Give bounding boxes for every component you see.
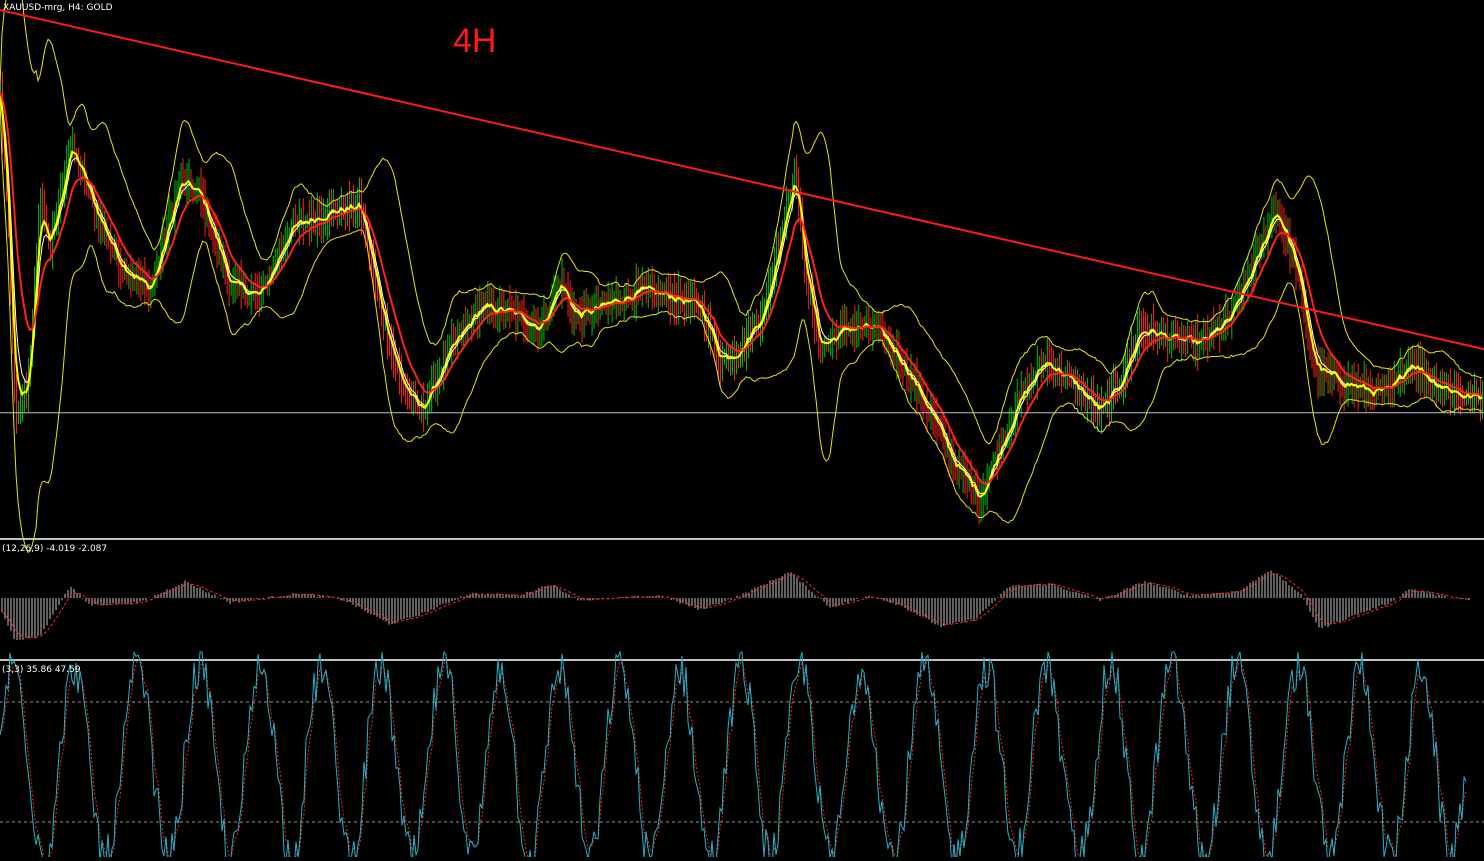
macd-label: (12,26,9) -4.019 -2.087 xyxy=(2,544,108,554)
bollinger-lower xyxy=(0,98,1483,554)
stochastic-label: (3,3) 35.86 47.59 xyxy=(2,665,81,675)
macd-signal-line xyxy=(1,573,1470,639)
stoch-main-line xyxy=(0,650,1467,861)
ma-yellow xyxy=(0,92,1483,498)
bollinger-upper xyxy=(0,0,1483,445)
timeframe-annotation: 4H xyxy=(453,22,497,60)
resistance-trendline xyxy=(0,9,1484,351)
stoch-signal-line xyxy=(0,656,1467,861)
symbol-label: XAUUSD-mrg, H4: GOLD xyxy=(3,3,113,13)
macd-histogram xyxy=(1,570,1470,641)
ma-red xyxy=(0,91,1483,485)
